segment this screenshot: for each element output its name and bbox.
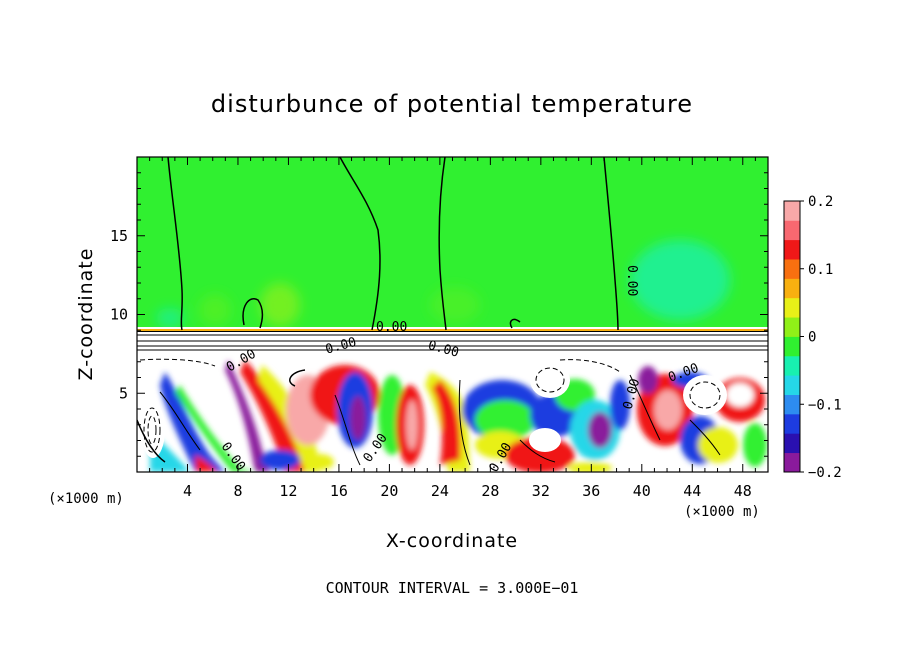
y-tick-label: 10 (110, 306, 128, 324)
positive-contours (159, 374, 721, 466)
y-tick-label: 5 (119, 384, 128, 402)
colorbar-tick-label: −0.1 (808, 397, 842, 413)
colorbar-swatch (784, 220, 800, 241)
colorbar-swatch (784, 201, 800, 221)
zero-contours (137, 157, 619, 463)
colorbar-swatch (784, 394, 800, 415)
x-tick-label: 40 (633, 482, 651, 500)
colorbar-swatch (784, 413, 800, 434)
colorbar-tick-label: 0.1 (808, 262, 833, 278)
colorbar-swatch (784, 278, 800, 299)
contour-label: 0.00 (376, 320, 407, 335)
colorbar-swatch (784, 336, 800, 357)
x-tick-label: 28 (481, 482, 499, 500)
colorbar-swatch (784, 297, 800, 318)
colorbar-swatch (784, 259, 800, 279)
colorbar-tick-label: −0.2 (808, 465, 842, 481)
x-tick-label: 36 (582, 482, 600, 500)
colorbar-swatch (784, 239, 800, 260)
negative-contours (139, 358, 721, 453)
lower-turbulent-layer (137, 355, 768, 472)
contour-interval-note: CONTOUR INTERVAL = 3.000E−01 (326, 579, 579, 597)
x-tick-label: 12 (279, 482, 297, 500)
chart-title: disturbunce of potential temperature (211, 90, 693, 118)
colorbar-swatch (784, 355, 800, 376)
x-tick-label: 20 (380, 482, 398, 500)
plot-area: 0.00 0.00 0.00 0.00 0.00 0.00 0.00 0.00 … (137, 157, 768, 472)
colorbar-tick-label: 0.2 (808, 194, 833, 210)
colorbar-swatch (784, 433, 800, 454)
x-tick-label: 44 (683, 482, 701, 500)
x-axis: 4 8 12 16 20 24 28 32 36 40 44 48 (136, 157, 769, 500)
contour-label: 0.00 (624, 265, 639, 296)
colorbar-ticks: 0.2 0.1 0 −0.1 −0.2 (800, 194, 842, 481)
y-axis-label: Z-coordinate (75, 248, 97, 381)
x-tick-label: 16 (330, 482, 348, 500)
x-tick-label: 24 (431, 482, 449, 500)
x-tick-label: 8 (233, 482, 242, 500)
x-tick-label: 48 (734, 482, 752, 500)
colorbar-tick-label: 0 (808, 330, 816, 346)
x-unit-right: (×1000 m) (684, 504, 760, 520)
x-tick-label: 4 (183, 482, 192, 500)
x-unit-left: (×1000 m) (48, 491, 124, 507)
upper-field-blobs (156, 240, 730, 328)
x-tick-label: 32 (532, 482, 550, 500)
x-axis-label: X-coordinate (386, 530, 518, 552)
y-axis: 5 10 15 (110, 156, 768, 473)
colorbar-swatch (784, 452, 800, 473)
colorbar (784, 201, 800, 473)
colorbar-swatch (784, 375, 800, 395)
y-tick-label: 15 (110, 227, 128, 245)
colorbar-swatch (784, 317, 800, 337)
